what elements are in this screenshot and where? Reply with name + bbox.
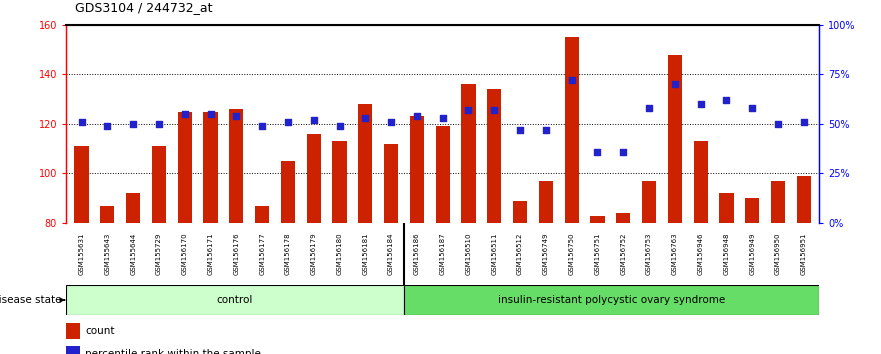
Bar	[66, 346, 79, 354]
Point	[384, 119, 398, 125]
Point	[720, 97, 734, 103]
Bar	[487, 89, 501, 223]
Point	[255, 123, 270, 129]
Point	[229, 113, 243, 119]
Point	[693, 101, 707, 107]
Bar	[539, 181, 553, 223]
Bar	[796, 176, 811, 223]
Point	[745, 105, 759, 111]
Bar	[513, 201, 527, 223]
Bar	[229, 109, 243, 223]
Point	[539, 127, 553, 133]
Text: count: count	[85, 326, 115, 337]
Text: percentile rank within the sample: percentile rank within the sample	[85, 349, 261, 354]
Bar	[66, 323, 79, 339]
Bar	[693, 141, 707, 223]
Bar	[403, 285, 819, 315]
Point	[75, 119, 89, 125]
Bar	[359, 104, 373, 223]
Bar	[281, 161, 295, 223]
Bar	[384, 144, 398, 223]
Point	[616, 149, 630, 154]
Bar	[462, 84, 476, 223]
Bar	[75, 146, 89, 223]
Bar	[590, 216, 604, 223]
Point	[642, 105, 656, 111]
Point	[359, 115, 373, 121]
Point	[462, 107, 476, 113]
Point	[410, 113, 424, 119]
Bar	[565, 37, 579, 223]
Bar	[100, 206, 115, 223]
Bar	[178, 112, 192, 223]
Point	[152, 121, 166, 127]
Bar	[255, 206, 270, 223]
Point	[590, 149, 604, 154]
Bar	[668, 55, 682, 223]
Bar	[204, 112, 218, 223]
Bar	[126, 193, 140, 223]
Bar	[435, 126, 450, 223]
Point	[513, 127, 527, 133]
Bar	[771, 181, 785, 223]
Bar	[332, 141, 346, 223]
Point	[307, 117, 321, 123]
Bar	[642, 181, 656, 223]
Point	[100, 123, 115, 129]
Bar	[616, 213, 631, 223]
Point	[771, 121, 785, 127]
Point	[332, 123, 346, 129]
Point	[565, 78, 579, 83]
Point	[204, 111, 218, 117]
Point	[668, 81, 682, 87]
Bar	[745, 198, 759, 223]
Point	[281, 119, 295, 125]
Bar	[410, 116, 424, 223]
Text: control: control	[217, 295, 253, 305]
Text: insulin-resistant polycystic ovary syndrome: insulin-resistant polycystic ovary syndr…	[498, 295, 725, 305]
Bar	[307, 134, 321, 223]
Text: GDS3104 / 244732_at: GDS3104 / 244732_at	[75, 1, 212, 14]
Bar	[720, 193, 734, 223]
Point	[178, 111, 192, 117]
Bar	[66, 285, 403, 315]
Point	[126, 121, 140, 127]
Point	[435, 115, 449, 121]
Text: disease state: disease state	[0, 295, 62, 305]
Point	[796, 119, 811, 125]
Bar	[152, 146, 166, 223]
Point	[487, 107, 501, 113]
